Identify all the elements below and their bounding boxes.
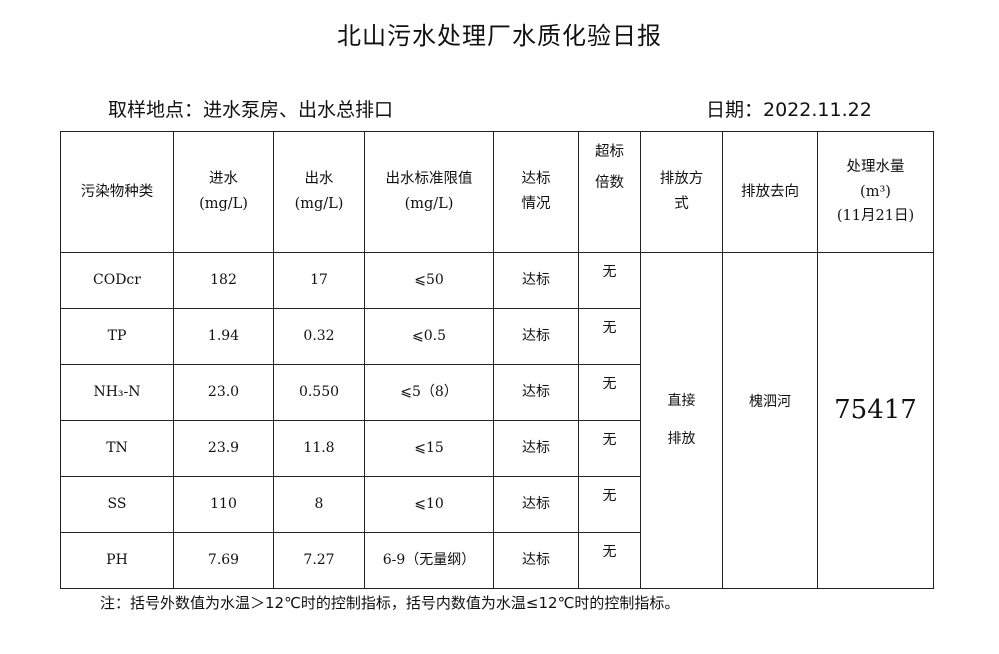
outflow-cell: 7.27 [273,532,365,589]
exceed-cell: 无 [578,420,641,477]
outflow-cell: 17 [273,252,365,309]
discharge-method: 直接 排放 [640,252,723,589]
table-row: CODcr 182 17 ⩽50 达标无直接 排放 槐泗河 75417 [60,252,934,589]
header-outflow: 出水 (mg/L) [273,131,365,253]
limit-cell: ⩽15 [364,420,494,477]
inflow-cell: 7.69 [173,532,274,589]
exceed-cell: 无 [578,252,641,309]
header-inflow: 进水 (mg/L) [173,131,274,253]
sampling-location: 取样地点：进水泵房、出水总排口 [108,99,394,121]
inflow-cell: 23.9 [173,420,274,477]
table-row: TP 1.94 0.32 ⩽0.5 达标无 [60,308,934,365]
discharge-destination: 槐泗河 [722,252,818,589]
table-row: TN 23.9 11.8 ⩽15 达标无 [60,420,934,477]
header-exceed: 超标 倍数 [578,131,641,253]
inflow-cell: 110 [173,476,274,533]
limit-cell: ⩽10 [364,476,494,533]
inflow-cell: 1.94 [173,308,274,365]
header-status: 达标 情况 [493,131,579,253]
table-row: SS 110 8 ⩽10 达标无 [60,476,934,533]
status-cell: 达标 [493,420,579,477]
limit-cell: ⩽0.5 [364,308,494,365]
pollutant-cell: TP [60,308,174,365]
header-pollutant: 污染物种类 [60,131,174,253]
outflow-cell: 8 [273,476,365,533]
pollutant-cell: CODcr [60,252,174,309]
report-date: 日期：2022.11.22 [706,99,872,121]
exceed-cell: 无 [578,532,641,589]
header-volume: 处理水量 (m³) (11月21日) [817,131,934,253]
header-destination: 排放去向 [722,131,818,253]
pollutant-cell: TN [60,420,174,477]
treated-volume: 75417 [817,252,934,589]
exceed-cell: 无 [578,364,641,421]
inflow-cell: 182 [173,252,274,309]
outflow-cell: 0.550 [273,364,365,421]
status-cell: 达标 [493,252,579,309]
outflow-cell: 11.8 [273,420,365,477]
exceed-cell: 无 [578,476,641,533]
table-row: NH₃-N 23.0 0.550 ⩽5（8） 达标无 [60,364,934,421]
pollutant-cell: PH [60,532,174,589]
water-quality-table: 污染物种类 进水 (mg/L) 出水 (mg/L) 出水标准限值 (mg/L) 达标情… [60,131,934,589]
header-row: 污染物种类 进水 (mg/L) 出水 (mg/L) 出水标准限值 (mg/L) 达标情… [60,131,934,253]
table-row: PH 7.69 7.27 6-9（无量纲） 达标无 [60,532,934,589]
limit-cell: ⩽5（8） [364,364,494,421]
pollutant-cell: NH₃-N [60,364,174,421]
outflow-cell: 0.32 [273,308,365,365]
inflow-cell: 23.0 [173,364,274,421]
pollutant-cell: SS [60,476,174,533]
status-cell: 达标 [493,476,579,533]
status-cell: 达标 [493,364,579,421]
limit-cell: 6-9（无量纲） [364,532,494,589]
status-cell: 达标 [493,308,579,365]
footnote: 注：括号外数值为水温＞12℃时的控制指标，括号内数值为水温≤12℃时的控制指标。 [100,594,680,612]
exceed-cell: 无 [578,308,641,365]
limit-cell: ⩽50 [364,252,494,309]
header-method: 排放方式 [640,131,723,253]
report-title: 北山污水处理厂水质化验日报 [337,22,662,50]
status-cell: 达标 [493,532,579,589]
header-limit: 出水标准限值 (mg/L) [364,131,494,253]
